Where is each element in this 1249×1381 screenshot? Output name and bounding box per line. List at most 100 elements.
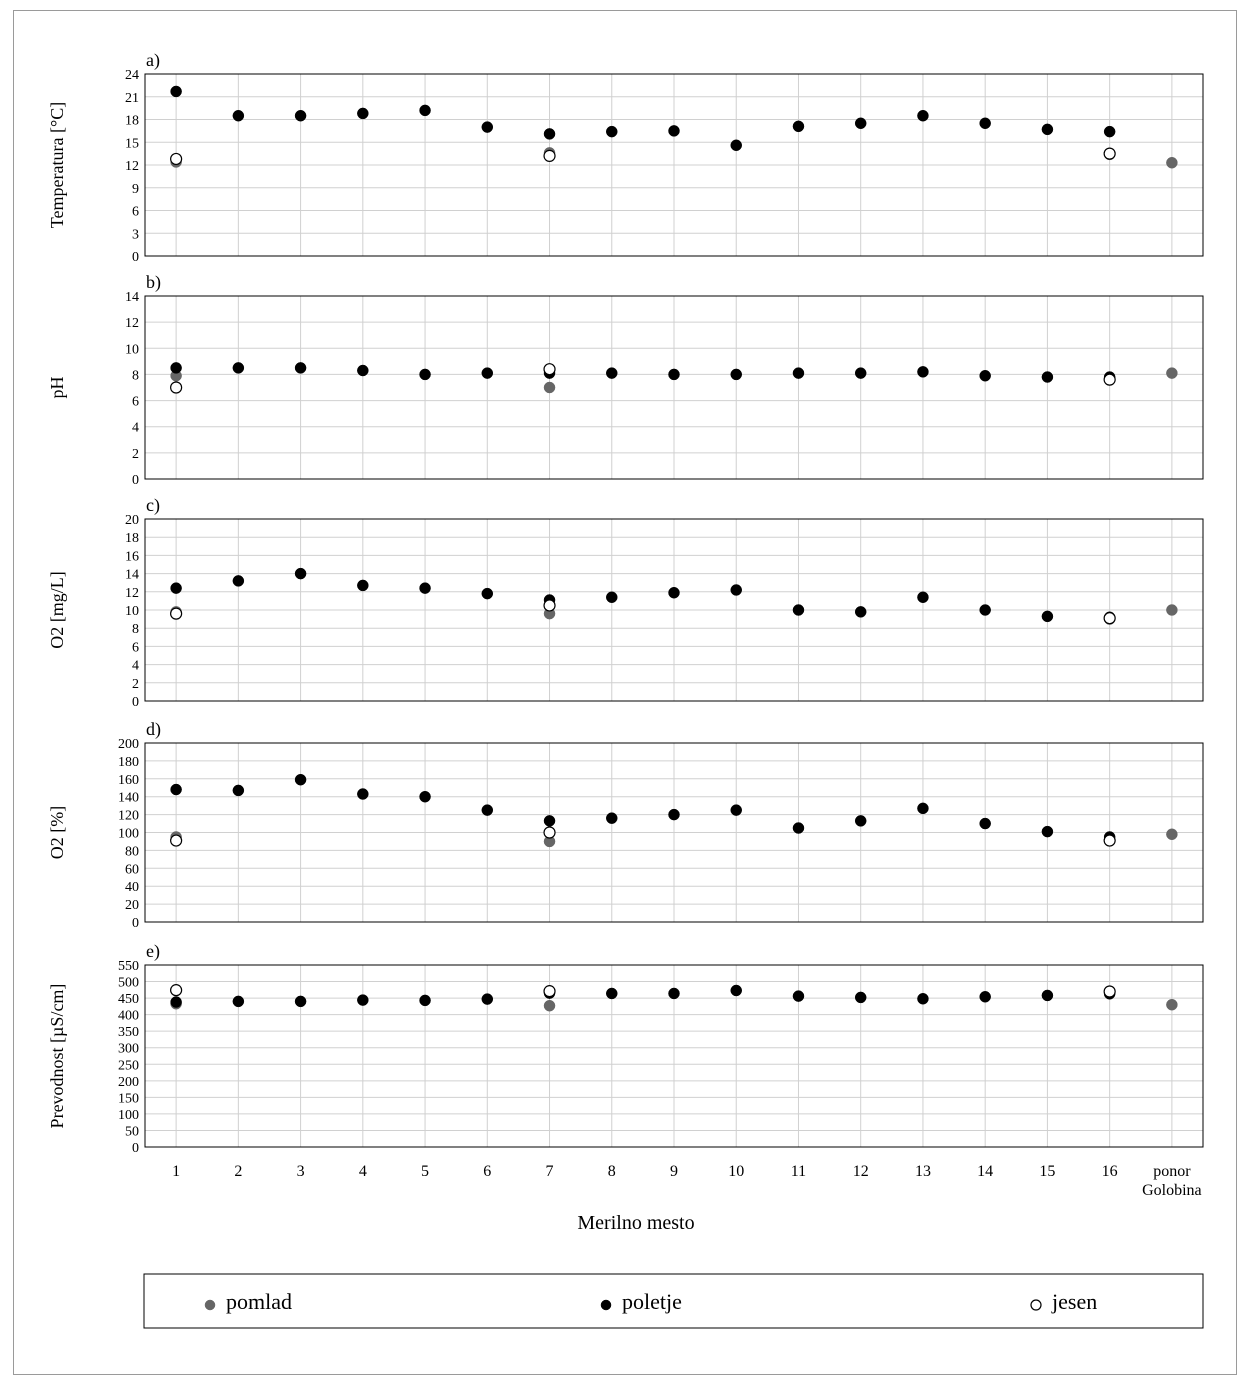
- y-axis-label: Prevodnost [µS/cm]: [47, 984, 67, 1129]
- data-point-poletje: [419, 368, 431, 381]
- data-point-jesen: [170, 984, 183, 997]
- data-point-poletje: [543, 815, 556, 827]
- legend-marker-jesen: [1030, 1299, 1042, 1311]
- data-point-jesen: [543, 985, 556, 998]
- y-tick-label: 10: [125, 342, 139, 357]
- data-point-poletje: [854, 815, 867, 827]
- y-tick-label: 16: [125, 549, 139, 564]
- data-point-poletje: [730, 804, 742, 816]
- y-tick-label: 350: [118, 1025, 139, 1040]
- y-tick-label: 180: [118, 755, 139, 770]
- x-tick-label: 6: [483, 1163, 491, 1180]
- data-point-poletje: [232, 784, 245, 797]
- y-tick-label: 24: [125, 68, 139, 83]
- data-point-jesen: [1103, 612, 1116, 625]
- plot-area: [144, 73, 1204, 257]
- data-point-poletje: [170, 783, 182, 796]
- data-point-poletje: [294, 109, 307, 122]
- x-tick-label: 2: [234, 1163, 242, 1180]
- data-point-pomlad: [1166, 156, 1178, 169]
- legend-marker-poletje: [600, 1299, 612, 1311]
- legend-label-jesen: jesen: [1051, 1289, 1097, 1314]
- data-point-poletje: [606, 591, 618, 604]
- x-tick-label: 4: [359, 1163, 367, 1180]
- y-tick-label: 21: [125, 91, 139, 106]
- data-point-jesen: [543, 363, 556, 376]
- x-tick-label: 13: [915, 1163, 931, 1180]
- data-point-poletje: [481, 804, 494, 816]
- panel-label: b): [146, 272, 161, 293]
- data-point-poletje: [232, 362, 245, 374]
- y-tick-label: 120: [118, 809, 139, 824]
- x-tick-label: Golobina: [1142, 1182, 1202, 1199]
- y-tick-label: 550: [118, 959, 139, 974]
- data-point-poletje: [917, 366, 929, 378]
- data-point-poletje: [294, 995, 307, 1008]
- data-point-poletje: [1041, 825, 1054, 838]
- data-point-poletje: [917, 591, 929, 604]
- x-tick-label: 12: [853, 1163, 869, 1180]
- data-point-poletje: [170, 582, 182, 594]
- data-point-poletje: [917, 802, 929, 815]
- x-tick-label: 3: [297, 1163, 305, 1180]
- plot-area: [144, 964, 1204, 1148]
- data-point-poletje: [606, 812, 618, 824]
- data-point-poletje: [792, 120, 805, 133]
- y-tick-label: 6: [132, 205, 139, 220]
- y-tick-label: 8: [132, 622, 139, 637]
- y-tick-label: 50: [125, 1124, 139, 1139]
- y-tick-label: 20: [125, 513, 139, 528]
- data-point-poletje: [294, 567, 307, 580]
- data-point-jesen: [1103, 373, 1116, 386]
- x-tick-label: 14: [977, 1163, 993, 1180]
- data-point-poletje: [979, 369, 991, 382]
- data-point-poletje: [606, 125, 618, 138]
- data-point-poletje: [1041, 610, 1054, 623]
- data-point-poletje: [543, 128, 556, 140]
- x-axis-label: Merilno mesto: [577, 1212, 694, 1234]
- data-point-poletje: [1041, 371, 1054, 383]
- data-point-poletje: [979, 604, 991, 616]
- y-tick-label: 15: [125, 136, 139, 151]
- x-tick-label: 5: [421, 1163, 429, 1180]
- data-point-poletje: [854, 367, 867, 379]
- data-point-poletje: [481, 121, 494, 133]
- data-point-poletje: [170, 85, 182, 98]
- data-point-jesen: [170, 381, 183, 394]
- data-point-poletje: [979, 817, 991, 830]
- panel-1: 0 3 6 9 12 15 18 21 24 a) Temperatura [°C]: [47, 50, 1204, 265]
- y-tick-label: 14: [125, 568, 139, 583]
- y-tick-label: 14: [125, 290, 139, 305]
- data-point-poletje: [668, 586, 680, 599]
- panel-2: 0 2 4 6 8 10 12 14 b) pH: [47, 272, 1204, 488]
- panel-4: 0 20 40 60 80 100 120 140 160 180 200 d) O2 [%]: [47, 719, 1204, 931]
- y-tick-label: 100: [118, 1108, 139, 1123]
- y-tick-label: 400: [118, 1009, 139, 1024]
- data-point-poletje: [854, 117, 867, 130]
- data-point-pomlad: [543, 999, 556, 1012]
- data-point-poletje: [294, 773, 307, 786]
- y-axis-label: O2 [%]: [47, 806, 67, 859]
- y-tick-label: 6: [132, 395, 139, 410]
- x-tick-label: 10: [728, 1163, 744, 1180]
- data-point-poletje: [792, 367, 805, 379]
- data-point-pomlad: [1166, 998, 1178, 1011]
- y-tick-label: 450: [118, 992, 139, 1007]
- data-point-jesen: [1103, 834, 1116, 847]
- y-tick-label: 6: [132, 640, 139, 655]
- y-tick-label: 2: [132, 677, 139, 692]
- data-point-poletje: [854, 606, 867, 618]
- data-point-jesen: [1103, 985, 1116, 998]
- panel-label: e): [146, 941, 160, 962]
- legend-marker-pomlad: [204, 1299, 216, 1311]
- data-point-pomlad: [1166, 604, 1178, 616]
- data-point-poletje: [481, 993, 494, 1005]
- y-tick-label: 10: [125, 604, 139, 619]
- data-point-poletje: [792, 990, 805, 1002]
- data-point-jesen: [170, 834, 183, 847]
- y-tick-label: 0: [132, 250, 139, 265]
- y-tick-label: 140: [118, 791, 139, 806]
- data-point-poletje: [917, 993, 929, 1005]
